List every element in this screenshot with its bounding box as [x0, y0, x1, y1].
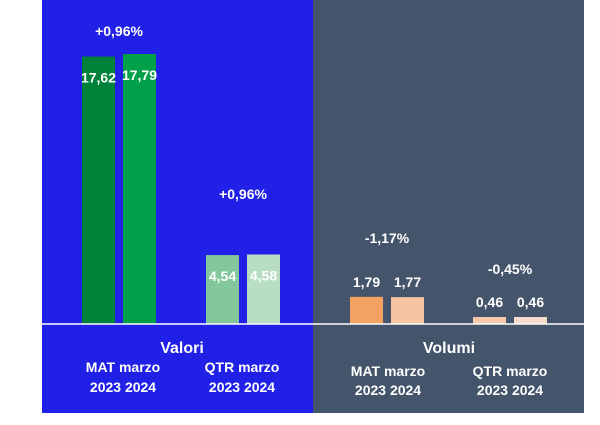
- group-years-label: 2023 2024: [354, 382, 422, 398]
- bar: [123, 54, 156, 324]
- bar-value-label: 0,46: [476, 294, 503, 310]
- group-period-label: QTR marzo: [472, 363, 548, 379]
- group-years-label: 2023 2024: [89, 379, 157, 395]
- volumi-panel: [313, 0, 584, 413]
- group-years-label: 2023 2024: [208, 379, 276, 395]
- change-percent-label: -0,45%: [488, 261, 533, 277]
- bar: [514, 317, 547, 324]
- bar-value-label: 1,79: [353, 274, 380, 290]
- bar-value-label: 17,79: [122, 67, 157, 83]
- change-percent-label: +0,96%: [219, 186, 267, 202]
- bar: [247, 254, 280, 324]
- section-title-valori: Valori: [160, 340, 204, 357]
- group-period-label: MAT marzo: [85, 359, 161, 375]
- group-period-label: MAT marzo: [350, 363, 426, 379]
- bar-value-label: 17,62: [81, 70, 116, 86]
- bar: [391, 297, 424, 324]
- bar: [82, 56, 115, 324]
- bar-value-label: 1,77: [394, 274, 421, 290]
- section-title-volumi: Volumi: [422, 340, 476, 357]
- bar: [206, 255, 239, 324]
- bar-value-label: 4,54: [209, 268, 236, 284]
- group-years-label: 2023 2024: [476, 382, 544, 398]
- bar: [350, 296, 383, 324]
- change-percent-label: -1,17%: [365, 230, 410, 246]
- change-percent-label: +0,96%: [95, 23, 143, 39]
- bar-value-label: 4,58: [250, 267, 277, 283]
- group-period-label: QTR marzo: [204, 359, 280, 375]
- bar-value-label: 0,46: [517, 294, 544, 310]
- bar: [473, 317, 506, 324]
